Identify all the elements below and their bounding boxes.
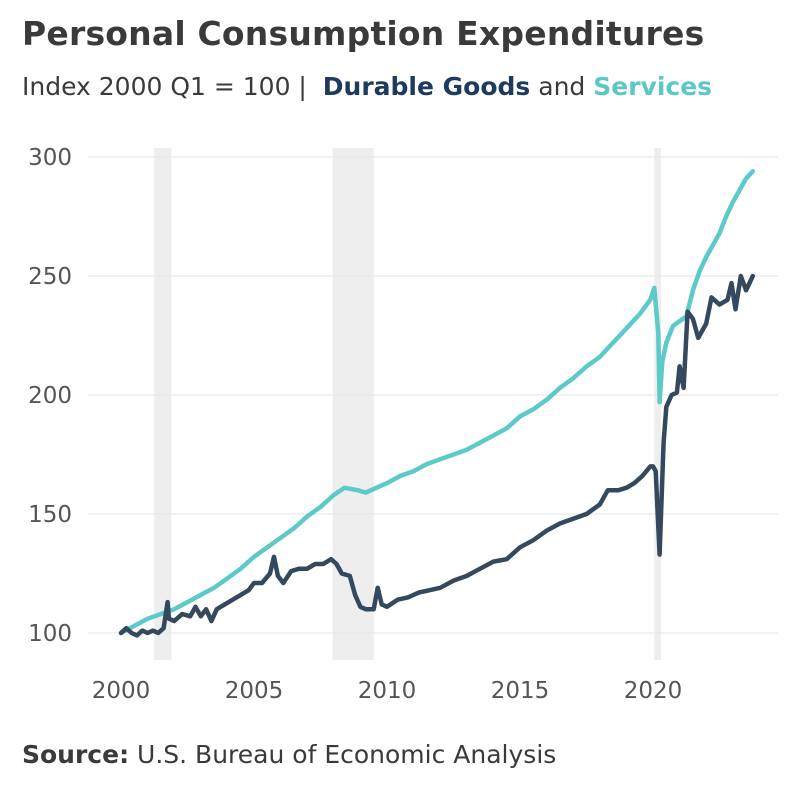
x-tick-label: 2000 xyxy=(92,678,151,704)
recession-band xyxy=(654,148,661,660)
x-tick-label: 2015 xyxy=(491,678,550,704)
subtitle-services: Services xyxy=(593,72,713,101)
x-tick-label: 2020 xyxy=(624,678,683,704)
y-tick-label: 200 xyxy=(28,383,72,409)
x-axis-ticks: 2000 2005 2010 2015 2020 xyxy=(92,678,683,704)
source-label: Source: xyxy=(22,740,130,769)
chart-title: Personal Consumption Expenditures xyxy=(22,14,705,53)
y-tick-label: 300 xyxy=(28,145,72,171)
source-note: Source: U.S. Bureau of Economic Analysis xyxy=(22,740,556,769)
chart-subtitle: Index 2000 Q1 = 100 | Durable Goods and … xyxy=(22,72,712,101)
y-tick-label: 250 xyxy=(28,264,72,290)
source-text: U.S. Bureau of Economic Analysis xyxy=(137,740,557,769)
subtitle-durable-goods: Durable Goods xyxy=(322,72,531,101)
recession-band xyxy=(332,148,374,660)
y-axis-ticks: 100 150 200 250 300 xyxy=(28,145,72,647)
durable-goods-line xyxy=(118,273,756,638)
subtitle-connector: and xyxy=(538,72,586,101)
subtitle-prefix: Index 2000 Q1 = 100 | xyxy=(22,72,307,101)
y-tick-label: 100 xyxy=(28,621,72,647)
recession-band xyxy=(154,148,172,660)
y-tick-label: 150 xyxy=(28,502,72,528)
series-lines xyxy=(118,169,756,638)
x-tick-label: 2005 xyxy=(225,678,284,704)
x-tick-label: 2010 xyxy=(358,678,417,704)
recession-bands xyxy=(154,148,661,660)
